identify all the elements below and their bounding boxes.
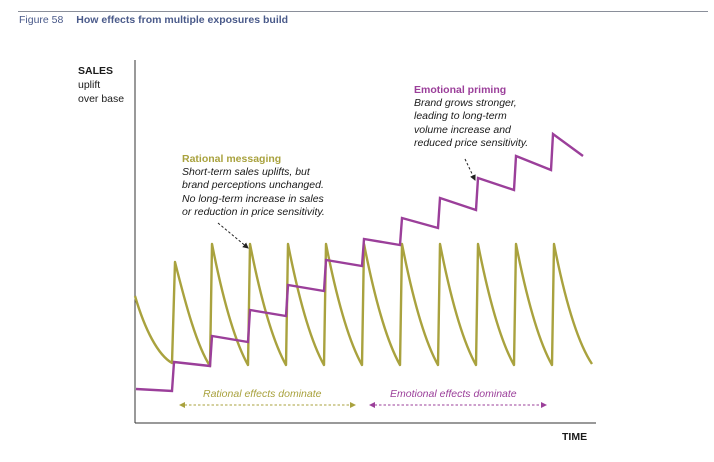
y-axis-label-sub: uplift over base xyxy=(78,79,125,105)
emotional-annotation-heading: Emotional priming xyxy=(414,84,507,96)
emotional-baseline-step xyxy=(135,131,584,393)
rational-annotation-body: Short-term sales uplifts, but brand perc… xyxy=(182,166,325,218)
rational-sawtooth-curve xyxy=(133,242,593,368)
figure-number: Figure 58 xyxy=(19,14,64,26)
emotional-phase-label: Emotional effects dominate xyxy=(390,388,517,400)
figure-header: Figure 58 How effects from multiple expo… xyxy=(19,14,288,26)
rational-callout-pointer xyxy=(217,222,249,249)
rational-annotation: Rational messaging Short-term sales upli… xyxy=(182,153,402,219)
emotional-annotation: Emotional priming Brand grows stronger, … xyxy=(414,84,574,150)
rational-annotation-heading: Rational messaging xyxy=(182,153,282,165)
header-rule xyxy=(18,11,708,12)
emotional-callout-pointer xyxy=(464,158,476,181)
y-axis-label: SALES uplift over base xyxy=(78,64,124,106)
emotional-annotation-body: Brand grows stronger, leading to long-te… xyxy=(414,97,529,149)
y-axis-label-main: SALES xyxy=(78,65,114,77)
rational-phase-label: Rational effects dominate xyxy=(203,388,322,400)
x-axis-label: TIME xyxy=(562,431,588,443)
figure-title: How effects from multiple exposures buil… xyxy=(76,14,289,26)
